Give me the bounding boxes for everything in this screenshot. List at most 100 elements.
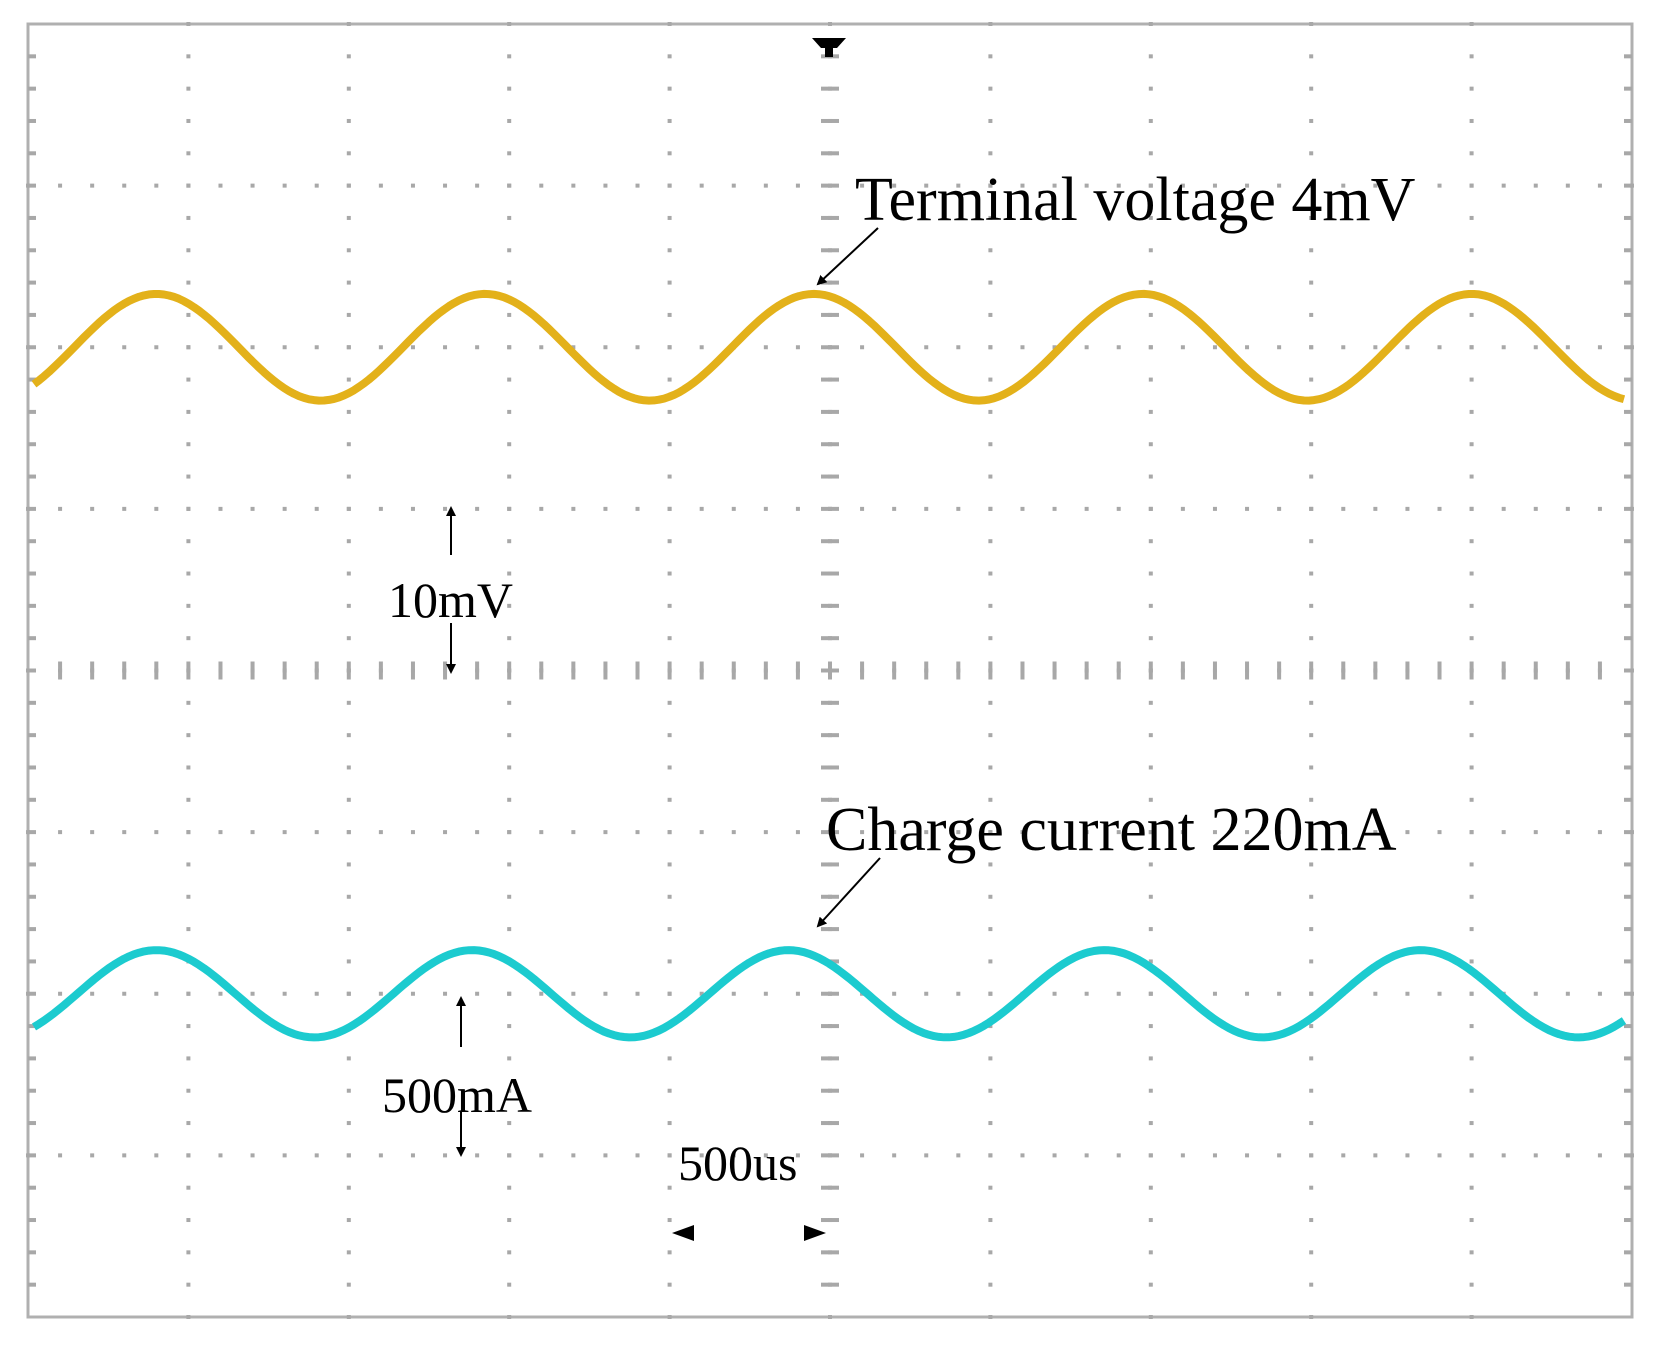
grid-dot	[1148, 603, 1153, 608]
grid-dot	[1309, 474, 1314, 479]
grid-dot	[539, 830, 544, 835]
grid-dot	[1309, 571, 1314, 576]
grid-dot	[1533, 830, 1538, 835]
grid-dot	[154, 506, 159, 511]
grid-dot	[1469, 280, 1474, 285]
center-tick	[892, 661, 897, 680]
center-tick	[1565, 661, 1570, 680]
grid-dot	[667, 991, 672, 996]
grid-dot	[1245, 506, 1250, 511]
grid-dot	[507, 571, 512, 576]
center-tick	[539, 661, 544, 680]
grid-dot	[1084, 1153, 1089, 1158]
grid-dot	[571, 183, 576, 188]
grid-dot	[1309, 54, 1314, 59]
grid-dot	[795, 830, 800, 835]
grid-dot	[667, 215, 672, 220]
grid-dot	[346, 1250, 351, 1255]
grid-dot	[154, 830, 159, 835]
grid-dot	[186, 894, 191, 899]
grid-dot	[346, 1153, 351, 1158]
grid-dot	[1148, 377, 1153, 382]
voltage-label-arrow	[816, 227, 879, 286]
edge-tick	[28, 1185, 36, 1190]
grid-dot	[1469, 409, 1474, 414]
grid-dot	[282, 506, 287, 511]
grid-dot	[667, 151, 672, 156]
grid-dot	[988, 312, 993, 317]
grid-dot	[988, 215, 993, 220]
grid-dot	[1148, 1088, 1153, 1093]
grid-dot	[122, 506, 127, 511]
center-tick	[250, 661, 255, 680]
center-tick	[821, 894, 839, 899]
grid-dot	[1148, 183, 1153, 188]
grid	[26, 22, 1634, 1319]
grid-dot	[346, 700, 351, 705]
grid-dot	[346, 862, 351, 867]
grid-dot	[1020, 506, 1025, 511]
grid-dot	[988, 733, 993, 738]
edge-tick	[1624, 506, 1632, 511]
grid-dot	[346, 442, 351, 447]
grid-dot	[507, 700, 512, 705]
edge-tick	[1624, 1282, 1632, 1287]
edge-tick	[28, 442, 36, 447]
grid-dot	[1501, 1153, 1506, 1158]
grid-dot	[250, 830, 255, 835]
grid-dot	[924, 183, 929, 188]
grid-dot	[539, 183, 544, 188]
grid-dot	[1309, 409, 1314, 414]
grid-dot	[1597, 506, 1602, 511]
center-tick	[821, 539, 839, 544]
edge-tick	[28, 765, 36, 770]
edge-tick	[1624, 442, 1632, 447]
center-tick	[821, 1185, 839, 1190]
center-tick	[1116, 661, 1121, 680]
center-tick	[821, 862, 839, 867]
grid-dot	[1533, 506, 1538, 511]
center-tick	[122, 661, 127, 680]
grid-dot	[314, 991, 319, 996]
grid-dot	[603, 183, 608, 188]
grid-dot	[443, 991, 448, 996]
edge-tick	[1624, 474, 1632, 479]
grid-dot	[186, 1315, 191, 1319]
grid-dot	[1533, 345, 1538, 350]
grid-dot	[1501, 183, 1506, 188]
grid-dot	[186, 506, 191, 511]
edge-tick	[28, 927, 36, 932]
center-tick	[828, 661, 832, 680]
grid-dot	[346, 22, 351, 26]
grid-dot	[539, 506, 544, 511]
grid-dot	[1597, 991, 1602, 996]
grid-dot	[988, 927, 993, 932]
grid-dot	[1437, 183, 1442, 188]
grid-dot	[1148, 1121, 1153, 1126]
edge-tick	[1624, 765, 1632, 770]
grid-dot	[346, 636, 351, 641]
grid-dot	[635, 506, 640, 511]
grid-dot	[186, 345, 191, 350]
center-tick	[1501, 661, 1506, 680]
grid-dot	[346, 183, 351, 188]
grid-dot	[1469, 377, 1474, 382]
center-tick	[821, 700, 839, 705]
grid-dot	[507, 442, 512, 447]
grid-dot	[667, 539, 672, 544]
current-trace	[31, 946, 1627, 1042]
grid-dot	[507, 862, 512, 867]
grid-dot	[1245, 183, 1250, 188]
grid-dot	[1245, 991, 1250, 996]
grid-dot	[1084, 506, 1089, 511]
grid-dot	[507, 636, 512, 641]
grid-dot	[1405, 506, 1410, 511]
grid-dot	[1309, 830, 1314, 835]
grid-dot	[1309, 442, 1314, 447]
center-tick	[821, 1056, 839, 1061]
grid-dot	[443, 506, 448, 511]
grid-dot	[58, 1153, 63, 1158]
center-tick	[821, 830, 839, 835]
current-series-label: Charge current 220mA	[826, 796, 1397, 864]
